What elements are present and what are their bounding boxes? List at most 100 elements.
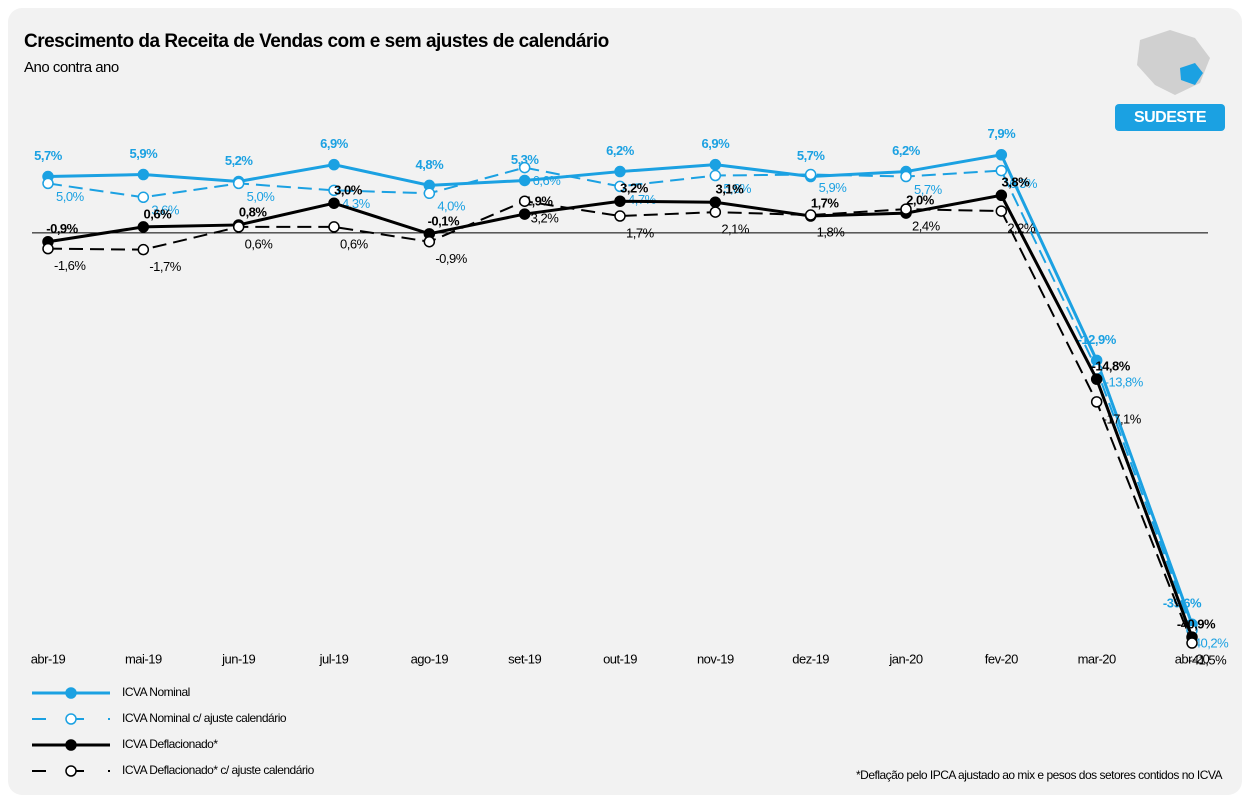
data-label: 6,9% (320, 136, 349, 151)
point (709, 169, 722, 182)
chart-subtitle: Ano contra ano (24, 59, 119, 76)
region-label: SUDESTE (1134, 109, 1207, 126)
legend-marker (65, 739, 77, 751)
point (42, 177, 54, 190)
data-label: 5,7% (34, 148, 63, 163)
data-label: 4,7% (628, 192, 657, 207)
data-label: 6,3% (1009, 176, 1038, 191)
data-label: -14,8% (1092, 359, 1131, 374)
x-tick-label: mar-20 (1078, 651, 1116, 666)
data-label: -40,2% (1190, 636, 1229, 651)
data-label: 5,9% (130, 146, 159, 161)
data-label: -12,9% (1078, 332, 1117, 347)
x-tick-label: abr-19 (31, 651, 66, 666)
data-label: 1,7% (811, 195, 840, 210)
chart-title: Crescimento da Receita de Vendas com e s… (24, 31, 609, 52)
point (709, 158, 722, 171)
point (804, 209, 817, 221)
data-label: 7,9% (988, 126, 1017, 141)
data-label: 2,1% (721, 222, 750, 237)
data-label: 4,8% (416, 157, 445, 172)
point (518, 174, 531, 187)
point (614, 195, 626, 207)
x-tick-label: out-19 (603, 651, 637, 666)
point (518, 195, 531, 207)
point (995, 149, 1008, 161)
point (614, 165, 626, 178)
data-label: 6,2% (892, 143, 921, 158)
x-tick-label: jan-20 (888, 651, 922, 666)
data-label: 5,3% (511, 152, 540, 167)
point (804, 168, 817, 181)
point (995, 189, 1008, 202)
point (42, 242, 54, 255)
point (423, 235, 436, 248)
x-tick-label: set-19 (508, 651, 541, 666)
point (995, 164, 1008, 177)
data-label: 5,0% (56, 189, 85, 204)
data-label: 3,2% (620, 181, 649, 196)
point (995, 205, 1008, 217)
point (900, 203, 912, 215)
chart-background (8, 8, 1242, 795)
point (1090, 373, 1103, 385)
data-label: -13,8% (1105, 375, 1144, 390)
data-label: 6,9% (702, 136, 731, 151)
data-label: 5,8% (723, 181, 752, 196)
data-label: 2,0% (906, 193, 935, 208)
data-label: 4,0% (437, 199, 466, 214)
data-label: 3,0% (334, 183, 363, 198)
data-label: 5,7% (914, 182, 943, 197)
point (614, 180, 626, 193)
point (232, 177, 245, 190)
point (614, 210, 626, 222)
x-tick-label: fev-20 (985, 651, 1018, 666)
point (328, 197, 340, 209)
data-label: -1,7% (149, 259, 181, 274)
data-label: 3,8% (1002, 175, 1031, 190)
point (1186, 637, 1198, 649)
point (900, 170, 912, 183)
data-label: -0,9% (435, 251, 467, 266)
point (709, 196, 722, 208)
x-tick-label: jul-19 (319, 651, 349, 666)
x-tick-label: mai-19 (125, 651, 162, 666)
legend-marker (65, 713, 77, 725)
data-label: 3,2% (531, 211, 560, 226)
data-label: 5,2% (225, 153, 254, 168)
x-tick-label: abr-20 (1175, 651, 1210, 666)
legend-marker (65, 765, 77, 777)
legend-label: ICVA Nominal (122, 685, 190, 699)
legend-label: ICVA Deflacionado* c/ ajuste calendário (122, 763, 315, 777)
point (423, 187, 436, 200)
data-label: 5,7% (797, 148, 826, 163)
data-label: 2,2% (1007, 221, 1036, 236)
data-label: 0,6% (245, 236, 274, 251)
region-badge (1115, 104, 1225, 131)
data-label: 1,8% (817, 224, 846, 239)
data-label: 3,1% (716, 182, 745, 197)
data-label: 2,4% (912, 219, 941, 234)
data-label: 6,2% (606, 143, 635, 158)
legend-label: ICVA Deflacionado* (122, 737, 218, 751)
point (518, 208, 531, 220)
point (232, 221, 245, 233)
point (137, 168, 150, 181)
point (518, 161, 531, 174)
legend-marker (65, 687, 77, 699)
data-label: 0,6% (340, 236, 369, 251)
data-label: 0,8% (239, 204, 268, 219)
map-region (1180, 63, 1203, 85)
legend-label: ICVA Nominal c/ ajuste calendário (122, 711, 287, 725)
point (137, 221, 150, 233)
data-label: -1,6% (54, 258, 86, 273)
point (709, 206, 722, 218)
point (328, 221, 340, 233)
x-tick-label: jun-19 (221, 651, 255, 666)
point (137, 243, 150, 256)
data-label: -17,1% (1103, 411, 1142, 426)
footnote: *Deflação pelo IPCA ajustado ao mix e pe… (856, 768, 1223, 782)
data-label: 3,6% (151, 203, 180, 218)
